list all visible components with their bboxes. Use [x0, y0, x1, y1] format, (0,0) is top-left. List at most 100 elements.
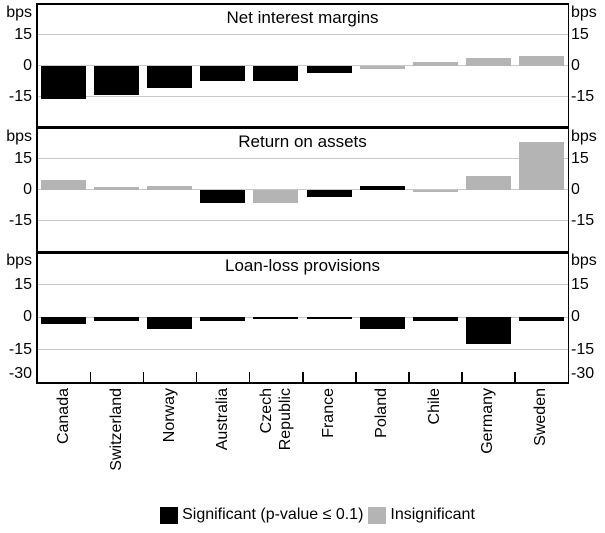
bar-france: [306, 65, 352, 73]
gridline: [37, 220, 568, 222]
legend-swatch-significant: [160, 506, 179, 524]
bar-chile: [412, 189, 458, 192]
bar-norway: [147, 185, 193, 190]
bar-norway: [147, 65, 193, 89]
gridline: [37, 65, 568, 67]
axis-tick: [36, 371, 38, 383]
y-tick-label-right: 0: [571, 308, 580, 326]
bar-sweden: [518, 142, 564, 190]
axis-tick: [567, 371, 569, 383]
y-tick-label-right: -15: [571, 211, 595, 229]
axis-tick: [514, 371, 516, 383]
y-tick-label-right: bps: [571, 4, 597, 21]
gridline: [37, 34, 568, 36]
x-category-label: Switzerland: [107, 388, 125, 471]
axis-tick: [302, 371, 304, 383]
gridline: [37, 316, 568, 318]
bar-australia: [200, 65, 246, 82]
gridline: [37, 284, 568, 286]
axis-tick: [355, 371, 357, 383]
y-tick-label-right: 15: [571, 149, 589, 167]
y-tick-label-right: 0: [571, 56, 580, 74]
bar-chile: [412, 61, 458, 66]
plot-frame-left: [36, 2, 38, 384]
y-tick-label-left: -30: [8, 364, 32, 382]
axis-tick: [461, 371, 463, 383]
legend-entry-significant: Significant (p-value ≤ 0.1): [160, 506, 363, 524]
bar-germany: [465, 57, 511, 66]
bar-czech-republic: [253, 65, 299, 82]
bar-canada: [41, 317, 87, 324]
plot-frame-top: [37, 2, 568, 5]
x-category-label: Australia: [213, 388, 231, 451]
axis-tick: [89, 371, 92, 383]
bar-switzerland: [94, 317, 140, 321]
bar-poland: [359, 65, 405, 69]
x-category-label: Norway: [160, 388, 178, 443]
gridline: [37, 189, 568, 191]
y-tick-label-left: bps: [6, 252, 32, 269]
bar-france: [306, 317, 352, 320]
x-category-label: Poland: [373, 388, 391, 438]
bar-australia: [200, 317, 246, 321]
y-tick-label-right: -15: [571, 87, 595, 105]
x-category-label: Sweden: [532, 388, 550, 446]
axis-tick: [408, 371, 410, 383]
bar-poland: [359, 185, 405, 190]
y-tick-label-left: 15: [14, 25, 32, 43]
bar-sweden: [518, 317, 564, 321]
panel-title: Return on assets: [238, 131, 367, 151]
bar-poland: [359, 317, 405, 330]
bar-australia: [200, 189, 246, 204]
x-category-label: France: [320, 388, 338, 438]
x-category-label: Canada: [54, 388, 72, 445]
panel-title: Net interest margins: [226, 8, 379, 27]
x-category-label: Chile: [426, 388, 444, 425]
y-tick-label-right: -30: [571, 364, 595, 382]
panel-separator: [37, 250, 568, 254]
y-tick-label-left: bps: [6, 4, 32, 21]
y-tick-label-left: 15: [14, 149, 32, 167]
y-tick-label-right: 0: [571, 180, 580, 198]
legend-swatch-insignificant: [368, 506, 387, 524]
y-tick-label-right: 15: [571, 25, 589, 43]
bar-france: [306, 189, 352, 197]
gridline: [37, 349, 568, 351]
bar-czech-republic: [253, 317, 299, 320]
y-tick-label-right: 15: [571, 275, 589, 293]
bar-norway: [147, 317, 193, 330]
gridline: [37, 96, 568, 98]
y-tick-label-right: bps: [571, 127, 597, 145]
y-tick-label-right: bps: [571, 252, 597, 269]
axis-tick: [142, 371, 145, 383]
plot-frame-right: [567, 2, 569, 384]
y-tick-label-right: -15: [571, 340, 595, 358]
y-tick-label-left: bps: [6, 127, 32, 145]
axis-tick: [248, 371, 251, 383]
axis-tick: [195, 371, 198, 383]
panel-separator: [37, 126, 568, 129]
y-tick-label-left: 15: [14, 275, 32, 293]
legend-label-insignificant: Insignificant: [390, 506, 475, 523]
bar-switzerland: [94, 186, 140, 190]
y-tick-label-left: -15: [8, 211, 32, 229]
legend-entry-insignificant: Insignificant: [368, 506, 475, 524]
bar-switzerland: [94, 65, 140, 95]
bar-czech-republic: [253, 189, 299, 204]
y-tick-label-left: 0: [23, 308, 32, 326]
chart-legend: Significant (p-value ≤ 0.1) Insignifican…: [15, 506, 605, 524]
bar-chile: [412, 317, 458, 321]
y-tick-label-left: -15: [8, 87, 32, 105]
y-tick-label-left: -15: [8, 340, 32, 358]
bar-germany: [465, 317, 511, 345]
y-tick-label-left: 0: [23, 180, 32, 198]
bar-canada: [41, 180, 87, 190]
x-category-label: Czech Republic: [257, 388, 294, 451]
bar-canada: [41, 65, 87, 99]
panel-title: Loan-loss provisions: [225, 256, 380, 275]
y-tick-label-left: 0: [23, 56, 32, 74]
x-category-label: Germany: [479, 388, 497, 454]
bar-germany: [465, 176, 511, 190]
plot-frame-bottom: [37, 381, 568, 384]
